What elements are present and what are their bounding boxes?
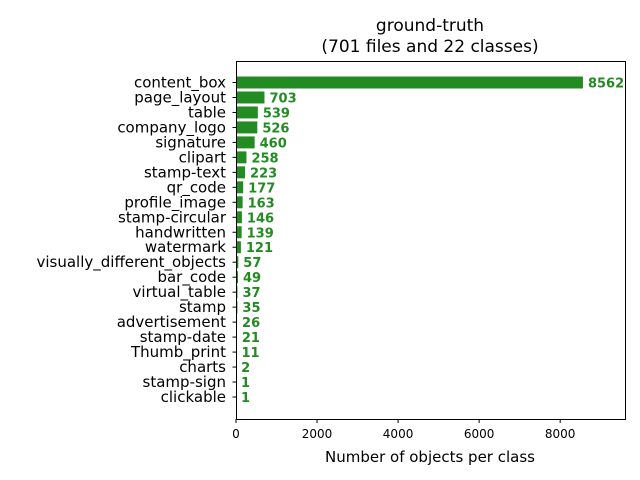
y-tick-label: stamp-text xyxy=(144,163,226,181)
value-label-table: 539 xyxy=(263,106,290,121)
value-label-watermark: 121 xyxy=(246,241,273,256)
x-tick-label: 8000 xyxy=(545,427,576,441)
value-label-profile_image: 163 xyxy=(248,196,275,211)
category-labels: content_boxpage_layouttablecompany_logos… xyxy=(36,74,236,406)
bar-watermark xyxy=(236,241,241,254)
value-label-charts: 2 xyxy=(241,361,250,376)
y-tick-label: handwritten xyxy=(135,223,226,241)
value-label-clipart: 258 xyxy=(251,151,278,166)
x-axis-label: Number of objects per class xyxy=(325,448,535,466)
value-label-company_logo: 526 xyxy=(262,121,289,136)
y-tick-label: page_layout xyxy=(134,88,226,107)
y-tick-label: company_logo xyxy=(117,118,226,137)
bar-stamp-circular xyxy=(236,211,242,224)
y-tick-label: Thumb_print xyxy=(130,343,226,362)
y-tick-label: stamp-circular xyxy=(118,208,227,226)
y-tick-label: stamp xyxy=(179,298,226,316)
bar-handwritten xyxy=(236,226,242,239)
bar-qr_code xyxy=(236,181,244,194)
value-label-stamp-text: 223 xyxy=(250,166,277,181)
y-tick-label: visually_different_objects xyxy=(36,253,226,272)
bar-signature xyxy=(236,136,255,149)
y-tick-label: profile_image xyxy=(124,193,226,212)
bar-content_box xyxy=(236,76,583,89)
value-label-visually_different_objects: 57 xyxy=(243,256,261,271)
value-label-handwritten: 139 xyxy=(247,226,274,241)
bar-table xyxy=(236,106,258,119)
y-tick-label: qr_code xyxy=(167,178,226,197)
bar-company_logo xyxy=(236,121,258,134)
value-label-stamp-circular: 146 xyxy=(247,211,274,226)
value-label-bar_code: 49 xyxy=(243,271,261,286)
y-tick-label: charts xyxy=(179,358,226,376)
x-tick-label: 4000 xyxy=(383,427,414,441)
x-tick-label: 0 xyxy=(232,427,240,441)
x-tick-label: 2000 xyxy=(302,427,333,441)
value-label-clickable: 1 xyxy=(241,391,250,406)
value-label-stamp-sign: 1 xyxy=(241,376,250,391)
chart-subtitle: (701 files and 22 classes) xyxy=(321,37,538,57)
plot-frame xyxy=(236,61,626,420)
y-tick-label: clipart xyxy=(179,148,226,166)
bar-clipart xyxy=(236,151,247,164)
bar-visually_different_objects xyxy=(236,256,239,269)
y-tick-label: stamp-date xyxy=(140,328,226,346)
value-label-content_box: 8562 xyxy=(588,77,624,92)
value-label-qr_code: 177 xyxy=(248,181,275,196)
y-tick-label: advertisement xyxy=(117,313,226,331)
y-tick-label: virtual_table xyxy=(133,283,226,302)
value-label-stamp-date: 21 xyxy=(242,331,260,346)
value-label-page_layout: 703 xyxy=(269,91,296,106)
y-tick-label: signature xyxy=(155,133,226,151)
value-labels: 8562703539526460258223177163146139121574… xyxy=(241,77,624,407)
y-tick-label: clickable xyxy=(161,388,226,406)
value-label-signature: 460 xyxy=(260,136,287,151)
y-tick-label: table xyxy=(188,103,226,121)
y-tick-label: stamp-sign xyxy=(143,373,226,391)
y-tick-label: watermark xyxy=(145,238,226,256)
x-tick-label: 6000 xyxy=(464,427,495,441)
y-tick-label: bar_code xyxy=(157,268,226,287)
value-label-advertisement: 26 xyxy=(242,316,260,331)
value-label-virtual_table: 37 xyxy=(242,286,260,301)
value-label-stamp: 35 xyxy=(242,301,260,316)
bar-profile_image xyxy=(236,196,243,209)
bar-page_layout xyxy=(236,91,265,104)
bar-stamp-text xyxy=(236,166,246,179)
x-axis: 0 2000 4000 6000 8000 xyxy=(232,419,575,441)
value-label-Thumb_print: 11 xyxy=(241,346,259,361)
chart-title: ground-truth xyxy=(376,16,484,36)
y-tick-label: content_box xyxy=(134,74,226,93)
